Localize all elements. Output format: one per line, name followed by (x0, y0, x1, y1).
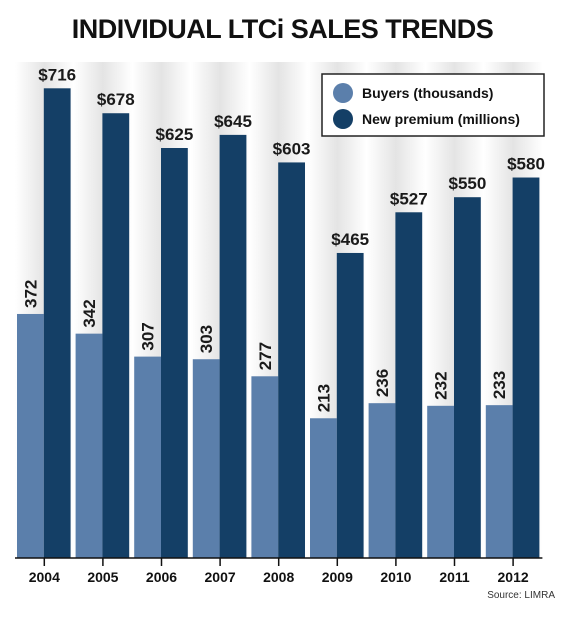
tick-label: 2009 (322, 569, 353, 585)
tick-label: 2012 (498, 569, 529, 585)
bar-buyers (134, 356, 161, 558)
data-label-premium: $580 (507, 155, 545, 174)
data-label-buyers: 303 (197, 325, 216, 353)
bar-premium (512, 177, 540, 558)
data-label-buyers: 236 (373, 369, 392, 397)
bar-premium (454, 197, 481, 558)
bar-premium (336, 252, 364, 558)
bar-buyers (251, 376, 279, 558)
bar-buyers (485, 405, 513, 558)
legend-swatch-buyers (333, 83, 353, 103)
data-label-buyers: 233 (490, 371, 509, 399)
source-note: Source: LIMRA (487, 590, 555, 601)
chart-title: INDIVIDUAL LTCi SALES TRENDS (71, 14, 494, 44)
legend-box (321, 73, 545, 137)
data-label-premium: $645 (214, 112, 252, 131)
data-label-buyers: 372 (21, 280, 40, 308)
bar-buyers (427, 405, 454, 558)
tick-label: 2005 (87, 569, 118, 585)
bar-premium (161, 148, 188, 558)
bar-premium (278, 162, 305, 558)
bar-premium (102, 113, 130, 559)
bar-buyers (17, 313, 44, 558)
data-label-buyers: 277 (256, 342, 275, 370)
legend: Buyers (thousands) New premium (millions) (321, 73, 545, 137)
legend-swatch-premium (333, 109, 353, 129)
bar-premium (43, 88, 71, 558)
bar-buyers (310, 418, 337, 558)
data-label-buyers: 307 (139, 322, 158, 350)
bar-buyers (368, 403, 396, 558)
data-label-buyers: 232 (432, 371, 451, 399)
data-label-premium: $527 (390, 189, 428, 208)
bar-buyers (192, 359, 220, 558)
data-label-premium: $465 (331, 230, 369, 249)
bar-buyers (75, 333, 103, 558)
legend-label-buyers: Buyers (thousands) (362, 85, 493, 101)
tick-label: 2006 (146, 569, 177, 585)
data-label-premium: $603 (273, 139, 311, 158)
tick-label: 2010 (380, 569, 411, 585)
data-label-premium: $550 (448, 174, 486, 193)
bar-premium (219, 134, 247, 558)
tick-label: 2007 (205, 569, 236, 585)
tick-label: 2008 (263, 569, 294, 585)
legend-label-premium: New premium (millions) (362, 111, 520, 127)
data-label-premium: $716 (38, 65, 76, 84)
data-label-premium: $678 (97, 90, 135, 109)
data-label-premium: $625 (155, 125, 193, 144)
data-label-buyers: 213 (314, 384, 333, 412)
tick-label: 2004 (29, 569, 60, 585)
tick-label: 2011 (439, 569, 470, 585)
bar-premium (395, 212, 423, 558)
data-label-buyers: 342 (80, 299, 99, 327)
